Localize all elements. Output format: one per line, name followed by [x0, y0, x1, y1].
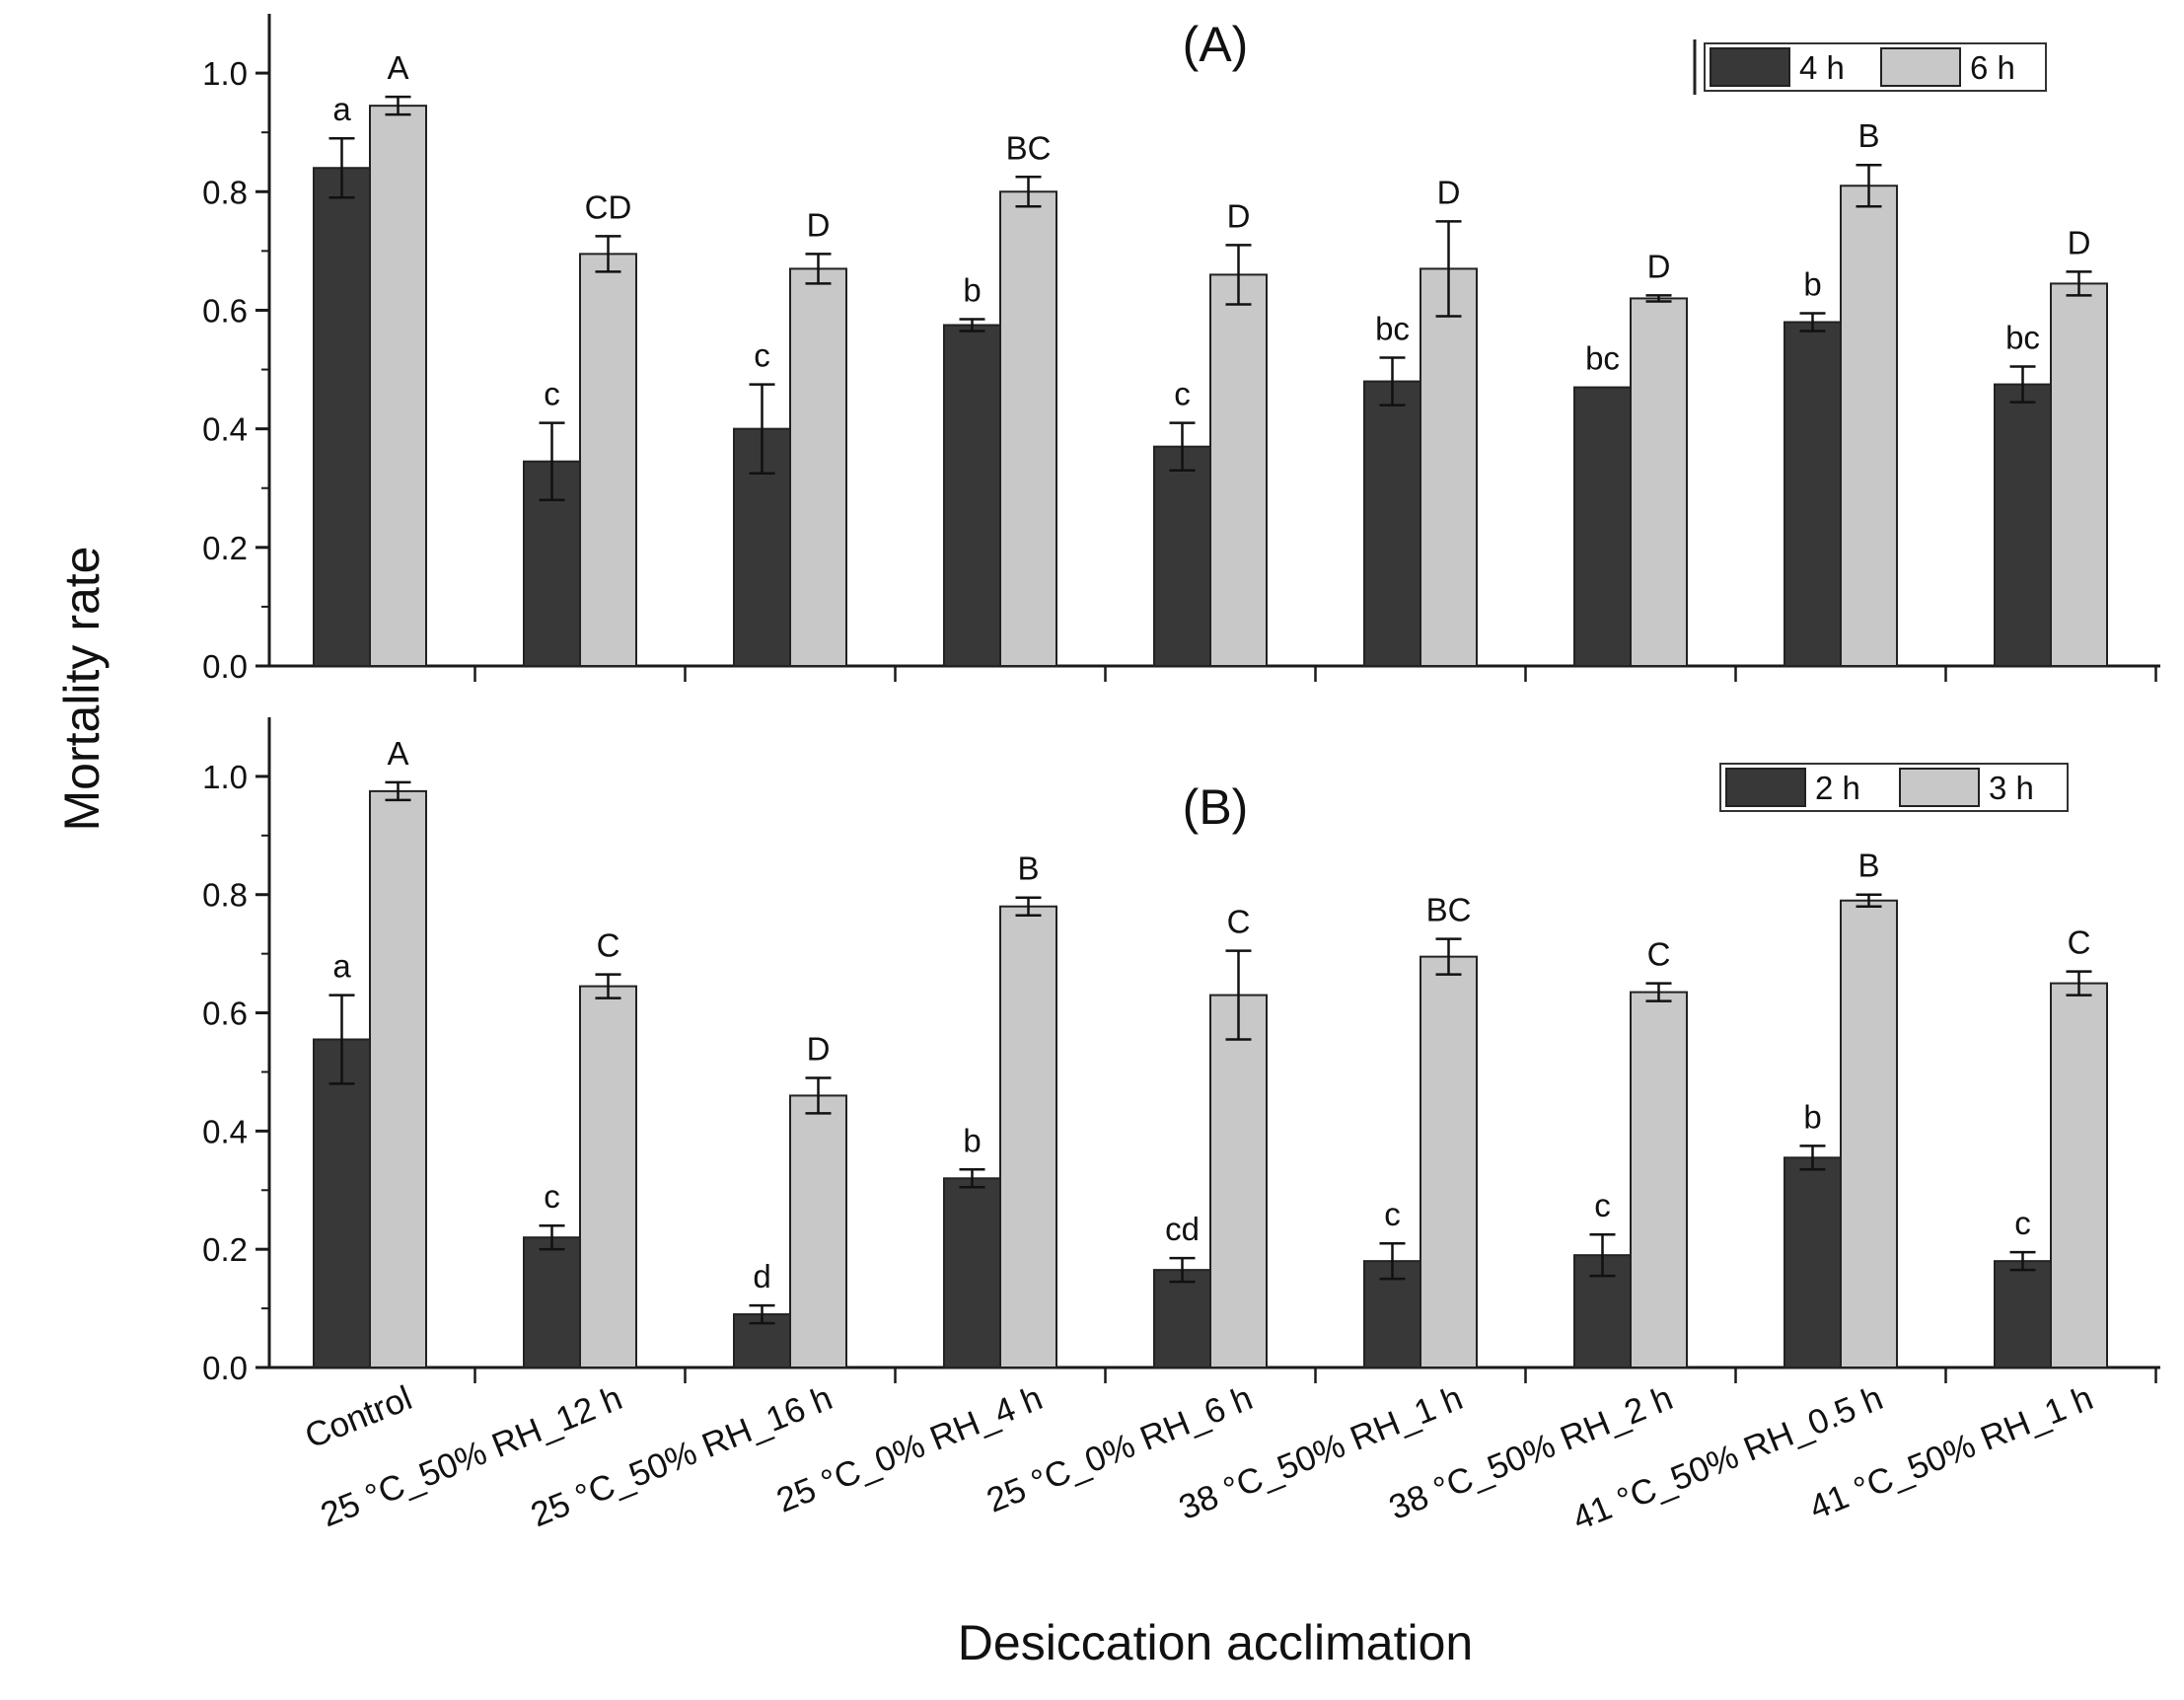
bar — [1420, 267, 1478, 667]
bar — [789, 1094, 847, 1369]
legend-label: 2 h — [1815, 770, 1860, 806]
significance-letter: bc — [1375, 311, 1410, 347]
legend: 4 h 6 h — [1693, 39, 2047, 95]
y-tick-label: 0.2 — [202, 530, 248, 566]
significance-letter: c — [544, 1178, 560, 1215]
bar — [369, 105, 427, 667]
significance-letter: C — [1227, 904, 1251, 940]
y-tick-label: 0.0 — [202, 648, 248, 685]
bar — [313, 167, 371, 667]
bar — [369, 789, 427, 1368]
bar — [579, 985, 637, 1368]
significance-letter: c — [544, 376, 560, 412]
bar — [1840, 899, 1898, 1369]
y-tick-label: 0.8 — [202, 877, 248, 914]
bar — [1573, 386, 1632, 667]
bar — [1209, 273, 1268, 667]
panel-title: (A) — [1183, 17, 1249, 72]
bar — [943, 324, 1001, 667]
significance-letter: BC — [1006, 129, 1052, 166]
significance-letter: A — [387, 49, 408, 86]
legend-swatch — [1710, 47, 1790, 87]
significance-letter: c — [2014, 1205, 2031, 1241]
significance-letter: b — [1803, 1098, 1821, 1135]
significance-letter: C — [2068, 924, 2091, 961]
significance-letter: c — [754, 337, 770, 374]
y-axis-title: Mortality rate — [54, 547, 109, 832]
bar — [1630, 297, 1688, 667]
bar — [1153, 1269, 1211, 1369]
significance-letter: C — [1647, 936, 1671, 973]
significance-letter: b — [963, 271, 981, 308]
significance-letter: C — [597, 927, 620, 964]
significance-letter: cd — [1165, 1211, 1200, 1247]
bar — [313, 1038, 371, 1368]
bar — [523, 1236, 581, 1368]
bar — [1420, 955, 1478, 1369]
significance-letter: D — [1227, 197, 1251, 234]
bar — [1784, 1156, 1842, 1369]
significance-letter: B — [1857, 117, 1879, 154]
significance-letter: A — [387, 735, 408, 772]
bar — [1209, 994, 1268, 1369]
legend-swatch — [1880, 47, 1961, 87]
significance-letter: D — [807, 206, 831, 243]
legend-swatch — [1899, 768, 1980, 807]
bar — [1994, 1260, 2052, 1369]
significance-letter: b — [963, 1122, 981, 1158]
significance-letter: D — [807, 1030, 831, 1067]
bar — [1840, 185, 1898, 667]
significance-letter: D — [2068, 224, 2091, 260]
bar — [789, 267, 847, 667]
y-tick-label: 0.6 — [202, 996, 248, 1032]
significance-letter: d — [753, 1258, 770, 1294]
bar — [1630, 991, 1688, 1368]
bar — [999, 190, 1057, 667]
significance-letter: c — [1174, 376, 1191, 412]
significance-letter: D — [1437, 174, 1461, 210]
significance-letter: b — [1803, 265, 1821, 302]
bar — [1994, 383, 2052, 667]
legend-swatch — [1725, 768, 1806, 807]
bar — [1363, 380, 1421, 667]
y-tick-label: 0.6 — [202, 292, 248, 329]
significance-letter: a — [332, 948, 351, 985]
legend-label: 4 h — [1799, 49, 1845, 86]
bar — [999, 905, 1057, 1369]
bar — [2050, 982, 2108, 1368]
legend: 2 h 3 h — [1719, 763, 2069, 812]
y-tick-label: 0.8 — [202, 174, 248, 210]
panel-title: (B) — [1183, 779, 1249, 835]
y-tick-label: 1.0 — [202, 55, 248, 92]
significance-letter: bc — [1585, 340, 1620, 377]
y-tick-label: 0.2 — [202, 1231, 248, 1268]
y-tick-label: 0.0 — [202, 1350, 248, 1386]
significance-letter: a — [332, 91, 351, 127]
significance-letter: B — [1857, 848, 1879, 884]
significance-letter: B — [1017, 850, 1039, 887]
significance-letter: c — [1594, 1187, 1611, 1223]
legend-label: 3 h — [1989, 770, 2034, 806]
legend-label: 6 h — [1970, 49, 2015, 86]
y-tick-label: 0.4 — [202, 411, 248, 448]
bar — [943, 1177, 1001, 1368]
bar — [579, 253, 637, 667]
significance-letter: bc — [2005, 320, 2040, 356]
significance-letter: CD — [585, 188, 632, 225]
bar — [1784, 321, 1842, 667]
bar — [1153, 445, 1211, 667]
y-tick-label: 1.0 — [202, 759, 248, 795]
significance-letter: BC — [1426, 892, 1472, 928]
y-tick-label: 0.4 — [202, 1113, 248, 1149]
bar — [2050, 282, 2108, 667]
significance-letter: c — [1384, 1196, 1401, 1232]
x-axis-title: Desiccation acclimation — [958, 1615, 1473, 1670]
x-category-label: Control — [300, 1378, 417, 1455]
significance-letter: D — [1647, 248, 1671, 284]
